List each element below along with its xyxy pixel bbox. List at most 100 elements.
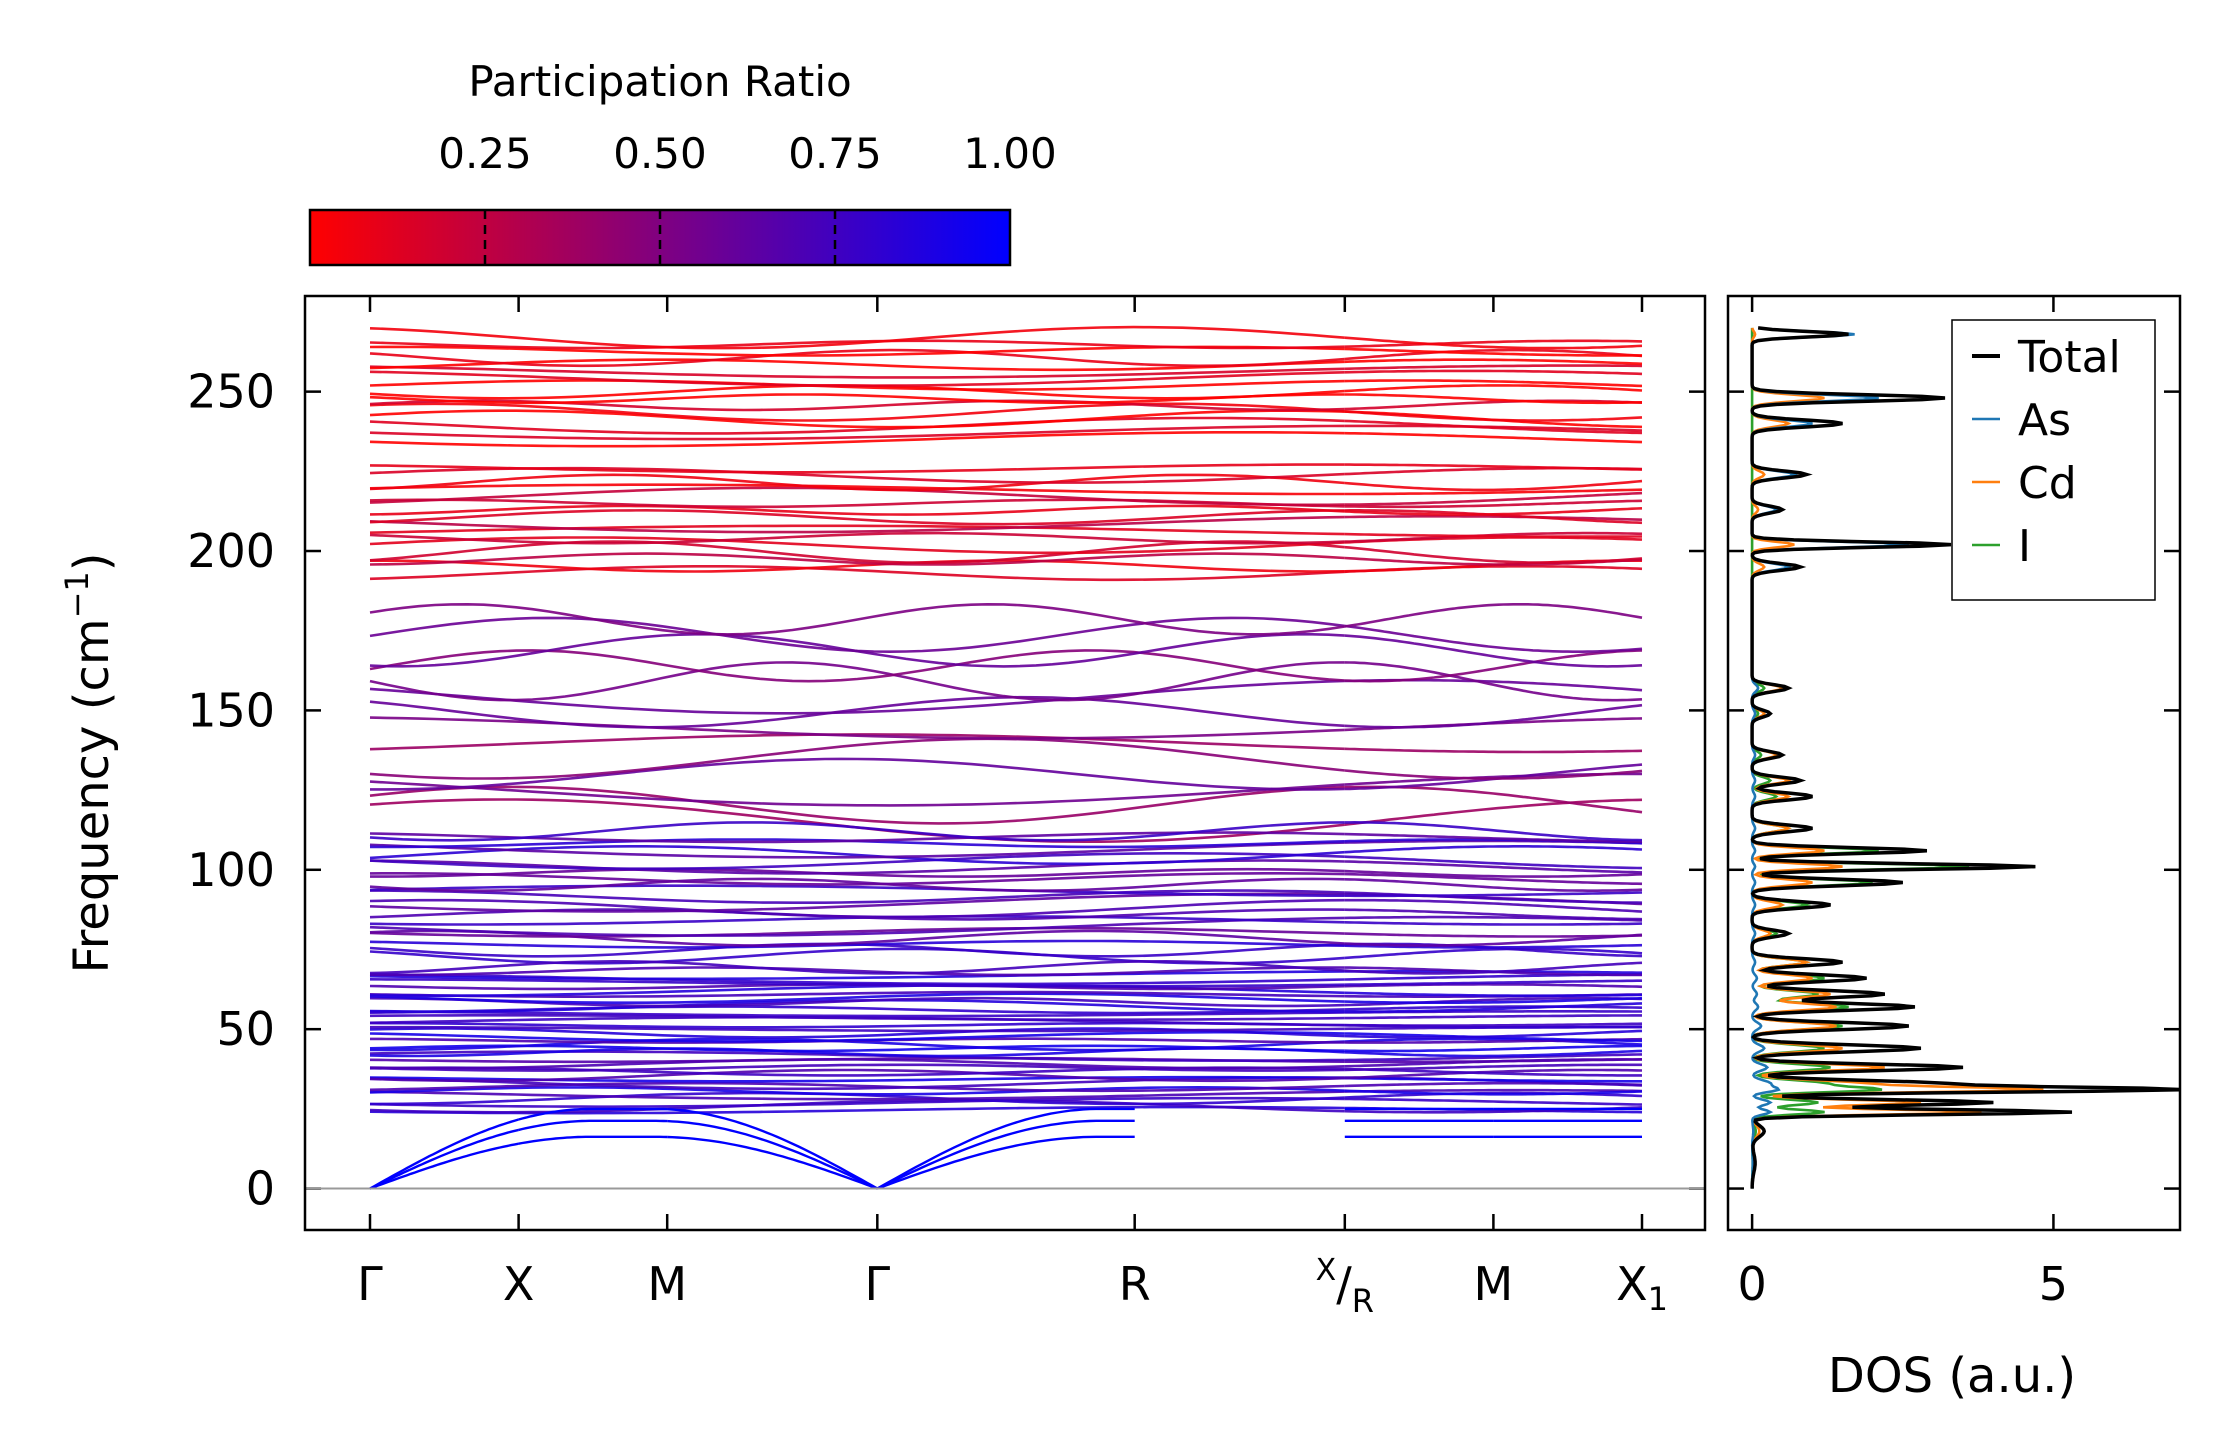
colorbar-tick-label: 1.00 (963, 129, 1057, 178)
phonon-band (369, 649, 1345, 683)
phonon-band (1344, 419, 1643, 435)
phonon-band (1344, 515, 1643, 521)
phonon-band (1344, 1002, 1643, 1013)
phonon-band (1344, 961, 1643, 975)
y-axis-title-close: ) (64, 552, 120, 571)
phonon-band (1344, 1067, 1642, 1077)
acoustic-band (876, 1119, 1135, 1190)
phonon-band (1344, 747, 1643, 754)
phonon-band (369, 978, 1345, 988)
k-label-main: R (1119, 1257, 1151, 1311)
phonon-band (1344, 1097, 1643, 1106)
phonon-band (1344, 339, 1643, 348)
phonon-band (370, 559, 1345, 573)
phonon-band (369, 552, 1345, 566)
phonon-band (1344, 860, 1643, 874)
phonon-band (1344, 532, 1642, 538)
phonon-band (1344, 932, 1643, 938)
k-label-bottom: R (1352, 1282, 1374, 1320)
dos-x-tick-label: 0 (1737, 1257, 1766, 1311)
phonon-band (1344, 1029, 1643, 1039)
phonon-band (1344, 348, 1643, 361)
phonon-band (1344, 872, 1643, 886)
y-tick-label: 250 (187, 365, 275, 419)
k-label-sub: 1 (1648, 1280, 1668, 1318)
k-label-top: X (1316, 1253, 1337, 1288)
dos-legend: Total As Cd I (1951, 319, 2156, 601)
phonon-band (369, 1068, 1345, 1083)
k-label-main: Γ (864, 1257, 890, 1311)
y-tick-label: 100 (187, 843, 275, 897)
phonon-band (369, 821, 1345, 842)
phonon-band (369, 679, 1345, 715)
k-point-label: M (647, 1257, 687, 1311)
phonon-band (1344, 921, 1643, 926)
phonon-band (1344, 769, 1643, 780)
acoustic-band (518, 1119, 668, 1132)
phonon-band (1344, 891, 1643, 904)
phonon-band (1344, 891, 1643, 898)
phonon-band (1344, 820, 1643, 842)
dos-series-total (1750, 326, 2180, 1189)
phonon-band (1344, 336, 1643, 350)
phonon-band (369, 947, 1345, 965)
phonon-band (1344, 410, 1643, 422)
phonon-band (1344, 499, 1643, 509)
phonon-band (369, 845, 1345, 866)
phonon-band (369, 785, 1345, 825)
phonon-band (369, 325, 1345, 350)
acoustic-band (876, 1107, 1135, 1190)
phonon-band (1344, 845, 1643, 854)
phonon-band (369, 365, 1345, 379)
phonon-band (1344, 1014, 1642, 1020)
phonon-band (369, 486, 1345, 507)
phonon-band (370, 889, 1345, 904)
phonon-band (369, 1090, 1345, 1101)
phonon-band (1344, 379, 1643, 388)
colorbar-title: Participation Ratio (468, 57, 851, 106)
k-point-label: Γ (864, 1257, 890, 1311)
phonon-band (1344, 545, 1643, 564)
phonon-band (1344, 933, 1643, 947)
phonon-band (1344, 878, 1643, 892)
phonon-band (369, 515, 1345, 534)
phonon-band (1344, 1049, 1643, 1058)
legend-label: Total (2017, 332, 2121, 383)
dos-lines (1750, 326, 2180, 1189)
phonon-band (369, 959, 1345, 975)
k-point-label: Γ (357, 1257, 383, 1311)
acoustic-band (667, 1108, 878, 1190)
phonon-band (1344, 358, 1643, 366)
phonon-band (369, 1030, 1345, 1043)
phonon-band (369, 916, 1345, 937)
phonon-band (369, 409, 1345, 429)
phonon-band (1344, 431, 1643, 444)
phonon-band (369, 483, 1345, 496)
dos-frame (1726, 294, 2182, 1232)
phonon-band (1344, 798, 1643, 826)
phonon-band (1344, 347, 1642, 357)
acoustic-band (369, 1118, 519, 1190)
phonon-band (1344, 1058, 1643, 1064)
phonon-band (369, 504, 1345, 516)
phonon-band (1344, 943, 1643, 949)
k-label-main: Γ (357, 1257, 383, 1311)
phonon-band (1344, 649, 1643, 683)
acoustic-band (667, 1119, 878, 1190)
k-label-main: M (1474, 1257, 1514, 1311)
phonon-band (1344, 399, 1643, 411)
phonon-band (1344, 1076, 1642, 1083)
k-label-main: X (1616, 1257, 1648, 1311)
phonon-band (369, 695, 1345, 729)
colorbar-tick-label: 0.50 (613, 129, 707, 178)
phonon-band (1344, 979, 1642, 986)
phonon-band (1344, 869, 1643, 878)
phonon-band (1344, 1063, 1642, 1072)
phonon-band (1344, 947, 1643, 960)
phonon-band (369, 877, 1345, 893)
k-point-label: R (1119, 1257, 1151, 1311)
